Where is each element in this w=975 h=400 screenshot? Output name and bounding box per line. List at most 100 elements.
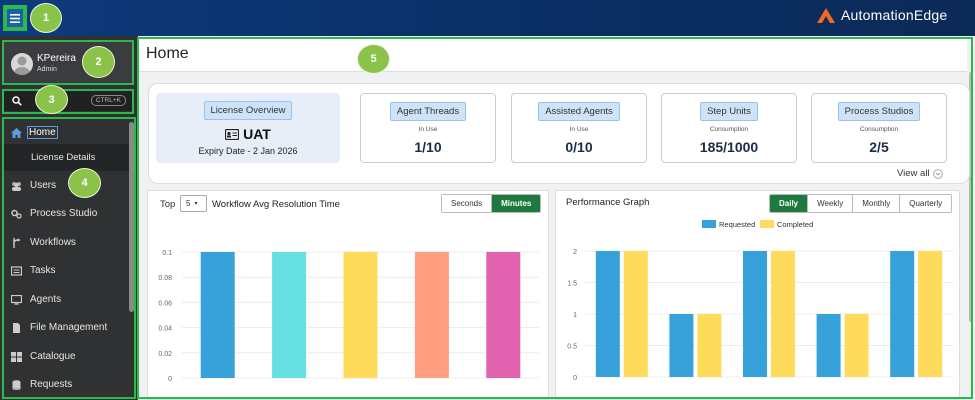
shortcut-hint: CTRL+K [90,95,126,106]
menu-toggle-button[interactable] [5,7,25,29]
stat-sub: Consumption [709,126,749,133]
legend-swatch [702,220,716,228]
logo-mark-icon [817,8,835,23]
stat-card-agent-threads: Agent Threads In Use 1/10 [360,93,496,163]
quarterly-button[interactable]: Quarterly [900,195,952,212]
sidebar-item-requests[interactable]: Requests [3,370,129,399]
workflows-icon [13,237,20,248]
sidebar-scrollbar[interactable] [129,122,134,312]
user-role: Admin [37,66,57,73]
daily-button[interactable]: Daily [770,195,809,212]
stat-sub: In Use [418,126,438,133]
sidebar-item-label: File Management [30,322,108,333]
performance-bar-chart: Requested Completed 0 0.5 1 1.5 2 [567,220,953,382]
y-tick-label: 2 [573,249,577,256]
bar-completed [623,251,648,377]
bar [343,252,378,378]
hamburger-icon [10,13,20,23]
sidebar-item-license-details[interactable]: License Details [3,144,129,171]
user-name: KPereira [37,53,76,64]
annotation-box-3 [2,89,134,114]
bar-requested [743,251,767,377]
sidebar-item-label: Agents [30,294,62,305]
sidebar-item-agents[interactable]: Agents [3,285,129,314]
bar-completed [697,314,722,377]
annotation-badge-1: 1 [30,3,62,33]
agents-icon [11,294,22,305]
y-tick-label: 1 [573,312,577,319]
bar-requested [669,314,694,377]
license-overview-button[interactable]: License Overview [203,101,293,120]
bar [414,252,449,378]
stat-value: 1/10 [414,139,442,155]
sidebar-item-file-management[interactable]: File Management [3,313,129,342]
y-tick-label: 0.02 [158,351,172,358]
bar-completed [918,251,943,377]
sidebar-item-label: Tasks [30,265,56,276]
stat-label[interactable]: Assisted Agents [538,102,620,121]
stat-card-process-studios: Process Studios Consumption 2/5 [811,93,947,163]
stat-value: 185/1000 [699,139,759,155]
sidebar-item-process-studio[interactable]: Process Studio [3,199,129,228]
sidebar-item-label: License Details [31,152,96,163]
bar-completed [771,251,795,377]
minutes-button[interactable]: Minutes [492,195,541,212]
resolution-time-bar-chart: 0 0.02 0.04 0.06 0.08 0.1 [158,250,539,383]
bar-requested [595,251,620,377]
view-all-link[interactable]: View all [897,168,943,179]
stat-value: 0/10 [565,139,593,155]
legend-label: Requested [719,220,755,229]
top-bar [0,0,975,36]
annotation-badge-2: 2 [82,46,115,78]
top-count-select[interactable]: 5 ▾ [180,195,207,212]
sidebar-item-catalogue[interactable]: Catalogue [3,342,129,371]
annotation-badge-3: 3 [35,85,68,114]
bar [486,252,521,378]
license-expiry: Expiry Date - 2 Jan 2026 [198,146,298,156]
stat-sub: Consumption [859,126,899,133]
monthly-button[interactable]: Monthly [853,195,901,212]
sidebar-item-tasks[interactable]: Tasks [3,256,129,285]
process-studio-icon [11,209,22,219]
y-tick-label: 0.1 [162,250,172,257]
stat-label[interactable]: Process Studios [837,102,921,121]
license-overview-card: License Overview UAT Expiry Date - 2 Jan… [156,93,340,163]
y-tick-label: 0 [573,375,577,382]
caret-down-icon: ▾ [194,201,198,207]
sidebar-item-home[interactable]: Home [3,118,129,147]
license-name: UAT [243,126,271,142]
id-card-icon [225,128,240,140]
brand-logo: AutomationEdge [815,7,947,23]
sidebar-item-label: Process Studio [30,208,98,219]
sidebar-item-workflows[interactable]: Workflows [3,228,129,257]
catalogue-icon [11,351,22,362]
annotation-box-2 [2,40,134,85]
seconds-button[interactable]: Seconds [442,195,493,212]
requests-icon [12,379,21,390]
tasks-icon [11,265,22,276]
stat-value: 2/5 [869,139,889,155]
stat-label[interactable]: Step Units [700,102,758,121]
sidebar-item-label: Requests [30,379,73,390]
sidebar-item-users[interactable]: Users [3,171,129,200]
y-tick-label: 0.04 [158,326,172,333]
annotation-box-1 [3,5,27,31]
stat-card-step-units: Step Units Consumption 185/1000 [661,93,797,163]
y-tick-label: 0.08 [158,275,172,282]
period-toggle: Daily Weekly Monthly Quarterly [769,194,953,213]
brand-name: AutomationEdge [841,7,948,23]
file-icon [13,322,20,333]
chart-title: Performance Graph [566,197,650,208]
annotation-badge-4: 4 [68,168,101,198]
y-tick-label: 0.5 [567,344,577,351]
chart-title: Workflow Avg Resolution Time [212,199,340,210]
sidebar-item-label: Home [27,126,58,139]
top-count-value: 5 [186,199,191,208]
chevron-down-icon [932,168,943,179]
stat-sub: In Use [569,126,589,133]
weekly-button[interactable]: Weekly [808,195,854,212]
sidebar-item-label: Catalogue [30,351,76,362]
annotation-box-5 [137,37,973,399]
bar [272,252,307,378]
stat-label[interactable]: Agent Threads [389,102,467,121]
